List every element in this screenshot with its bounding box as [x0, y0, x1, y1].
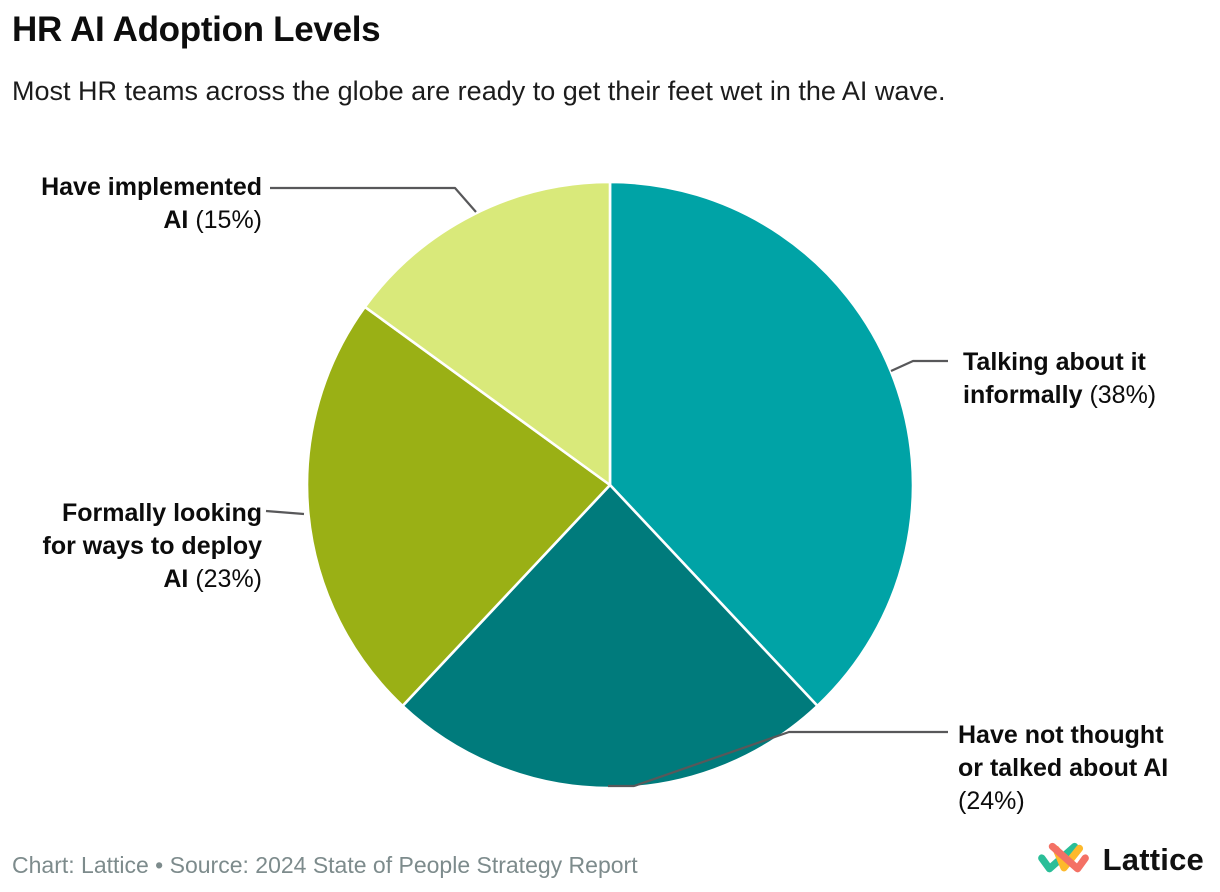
- pie-slice-have-not-thought-or-talked-about-ai[interactable]: [401, 483, 819, 790]
- leader-line-talking: [890, 359, 948, 373]
- callout-text-bold: or talked about AI: [958, 754, 1169, 782]
- callout-text-bold: Formally looking: [61, 499, 262, 527]
- callout-line: for ways to deploy: [43, 530, 262, 563]
- leader-line-implemented: [270, 186, 477, 213]
- callout-line: informally (38%): [963, 379, 1156, 412]
- page-subtitle: Most HR teams across the globe are ready…: [12, 76, 946, 106]
- lattice-logo: Lattice: [1035, 838, 1204, 882]
- callout-line: Talking about it: [963, 346, 1156, 379]
- callout-line: Have not thought: [958, 719, 1168, 752]
- callout-line: or talked about AI: [958, 752, 1168, 785]
- callout-line: AI (23%): [43, 563, 262, 596]
- callout-text-bold: AI: [163, 565, 189, 593]
- leader-line-formally: [265, 509, 305, 516]
- callout-percent: (23%): [195, 565, 262, 593]
- pie-slice-have-implemented-ai[interactable]: [363, 180, 612, 487]
- callout-not-thought: Have not thought or talked about AI (24%…: [958, 719, 1168, 818]
- callout-line: Have implemented: [41, 171, 262, 204]
- callout-line: (24%): [958, 785, 1168, 818]
- callout-percent: (15%): [195, 206, 262, 234]
- callout-text-bold: Talking about it: [963, 348, 1146, 376]
- pie-slice-formally-looking-for-ways-to-deploy-ai[interactable]: [305, 305, 612, 708]
- pie-slice-talking-about-it-informally[interactable]: [608, 180, 915, 708]
- callout-have-implemented: Have implemented AI (15%): [41, 171, 262, 237]
- callout-percent: (24%): [958, 787, 1025, 815]
- callout-percent: (38%): [1089, 381, 1157, 409]
- callout-text-bold: Have implemented: [41, 173, 262, 201]
- leader-lines: [265, 186, 948, 788]
- leader-line-not-thought: [608, 730, 948, 788]
- callout-formally-looking: Formally looking for ways to deploy AI (…: [43, 497, 262, 596]
- lattice-wordmark: Lattice: [1102, 842, 1204, 877]
- chart-source-credit: Chart: Lattice • Source: 2024 State of P…: [12, 852, 638, 878]
- callout-text-bold: for ways to deploy: [42, 532, 262, 560]
- callout-line: Formally looking: [43, 497, 262, 530]
- lattice-logo-icon: [1037, 842, 1089, 873]
- page-title: HR AI Adoption Levels: [12, 10, 381, 49]
- callout-talking-informally: Talking about it informally (38%): [963, 346, 1156, 412]
- callout-text-bold: informally: [963, 381, 1083, 409]
- callout-line: AI (15%): [41, 204, 262, 237]
- callout-text-bold: AI: [163, 206, 189, 234]
- callout-text-bold: Have not thought: [958, 721, 1164, 749]
- pie-slices: [305, 180, 915, 790]
